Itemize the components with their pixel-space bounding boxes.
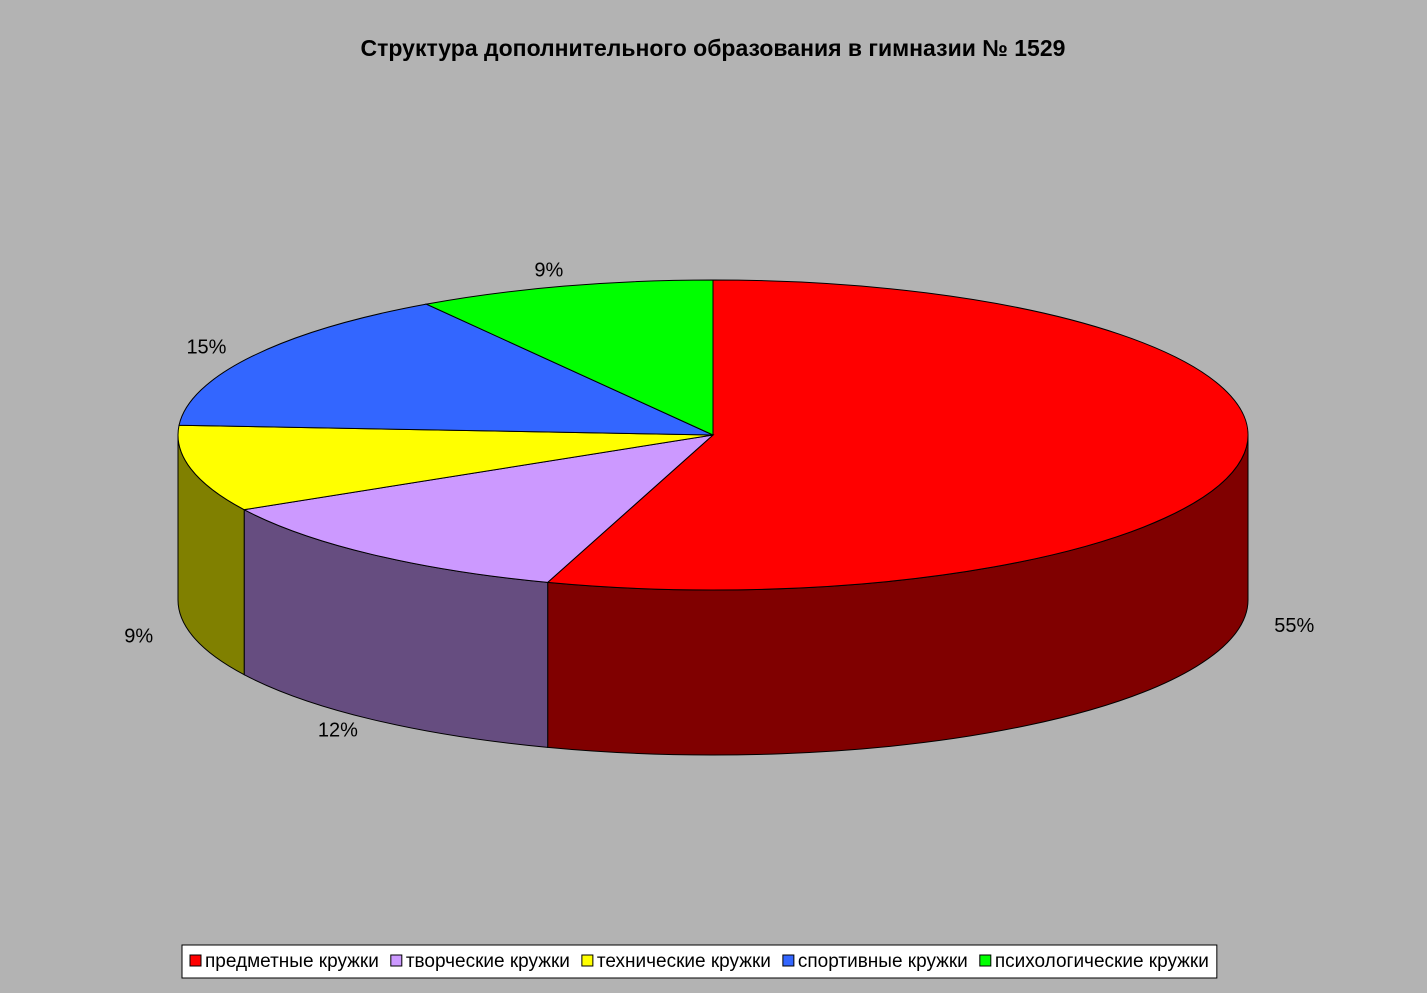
- slice: [178, 303, 714, 436]
- data-label: 55%: [1274, 615, 1314, 637]
- legend-swatch: [782, 954, 795, 967]
- slice: [177, 424, 714, 511]
- legend: [181, 944, 1218, 979]
- data-label: 9%: [124, 625, 153, 647]
- legend-label: предметные кружки: [205, 951, 379, 972]
- slice: [424, 279, 714, 436]
- legend-label: спортивные кружки: [798, 951, 968, 972]
- data-label: 9%: [534, 260, 563, 282]
- slice: [546, 279, 1249, 591]
- legend-label: психологические кружки: [995, 951, 1209, 972]
- legend-label: творческие кружки: [406, 951, 570, 972]
- legend-label: технические кружки: [597, 951, 771, 972]
- data-label: 15%: [186, 336, 226, 358]
- slice: [242, 434, 715, 583]
- legend-swatch: [390, 954, 403, 967]
- chart-title: Структура дополнительного образования в …: [361, 35, 1066, 61]
- data-label: 12%: [318, 720, 358, 742]
- legend-swatch: [581, 954, 594, 967]
- legend-swatch: [189, 954, 202, 967]
- legend-swatch: [979, 954, 992, 967]
